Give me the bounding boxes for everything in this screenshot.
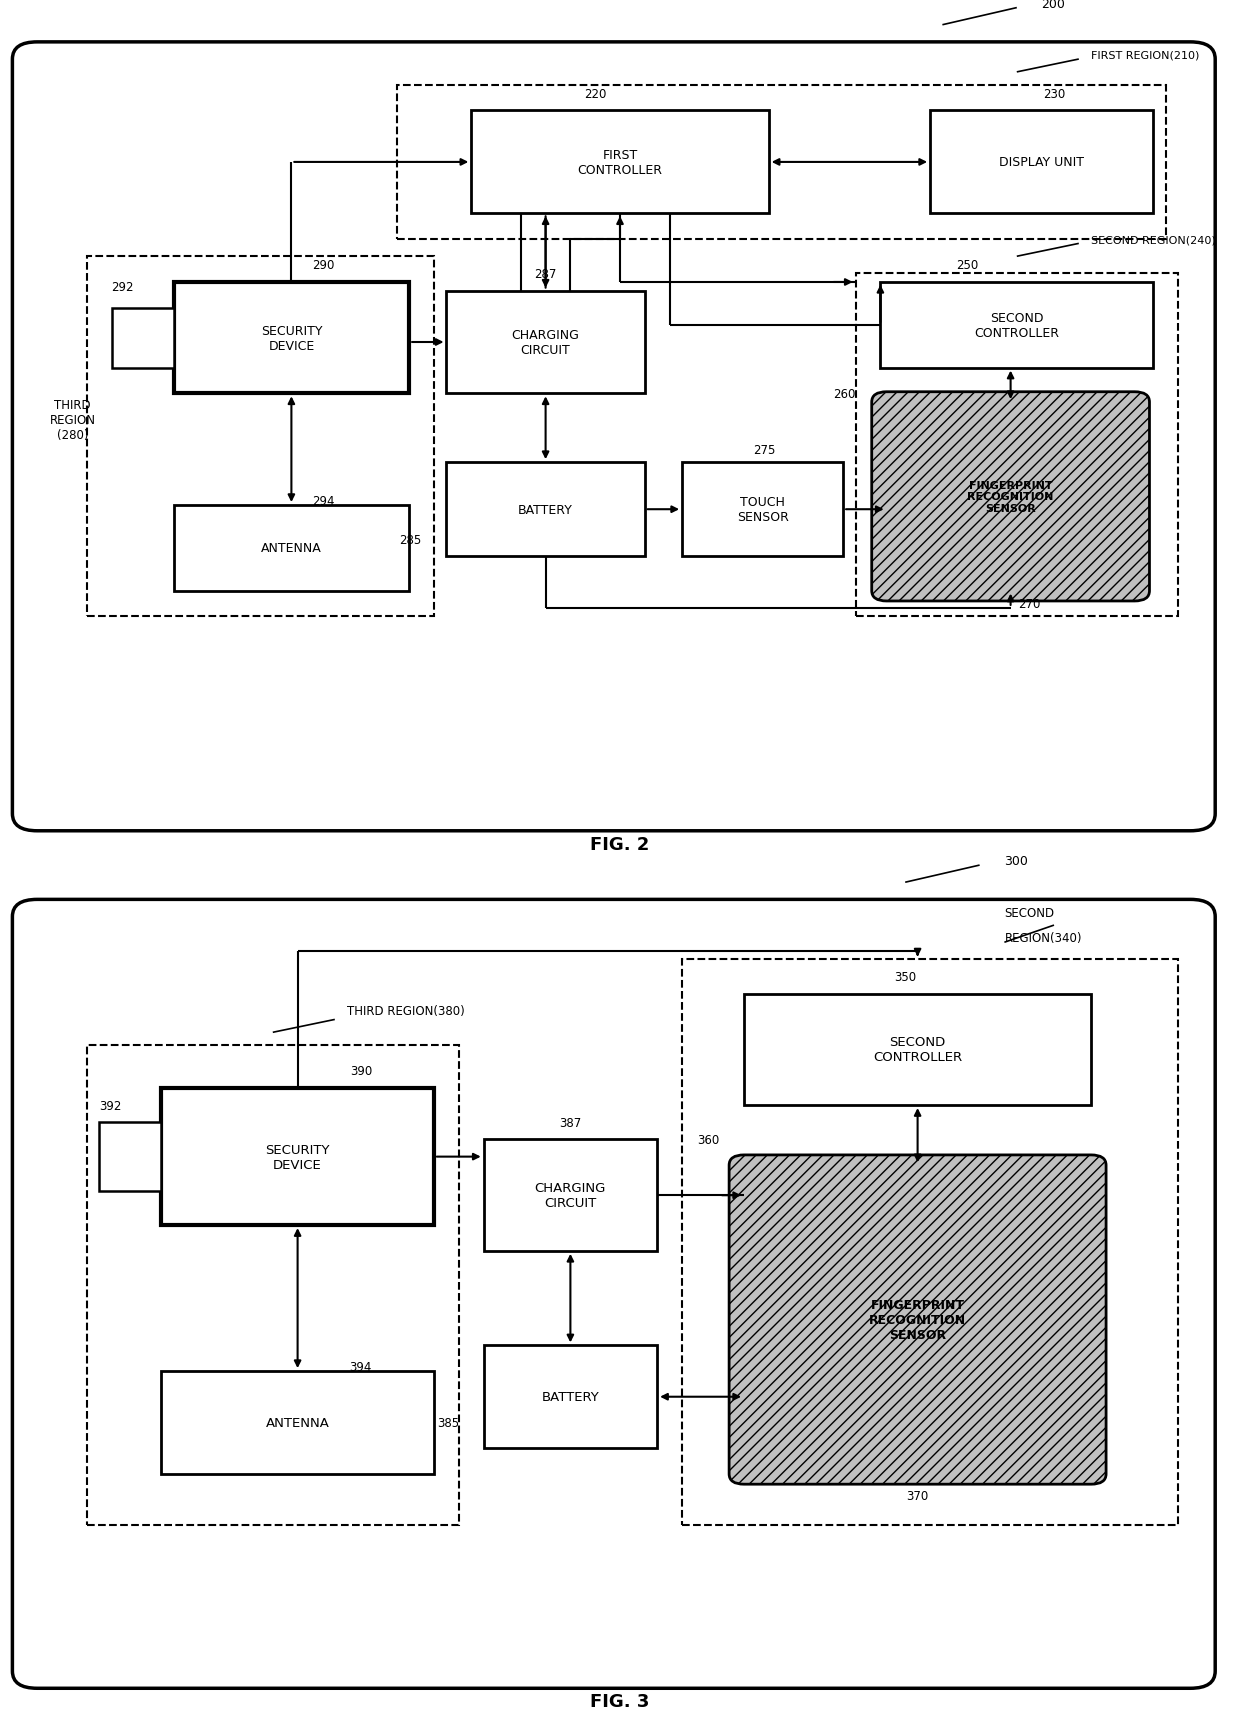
Text: 385: 385: [436, 1416, 459, 1429]
Bar: [856, 274, 1178, 617]
Text: 300: 300: [1004, 855, 1028, 867]
Bar: [99, 1123, 161, 1191]
Text: BATTERY: BATTERY: [542, 1390, 599, 1404]
Text: 360: 360: [697, 1133, 719, 1147]
Text: ANTENNA: ANTENNA: [265, 1416, 330, 1429]
Text: FIG. 3: FIG. 3: [590, 1692, 650, 1711]
Text: SECOND REGION(240): SECOND REGION(240): [1091, 235, 1216, 245]
Text: 260: 260: [833, 387, 856, 401]
FancyBboxPatch shape: [12, 900, 1215, 1688]
Bar: [682, 463, 843, 557]
Text: THIRD REGION(380): THIRD REGION(380): [347, 1004, 465, 1018]
Text: FINGERPRINT
RECOGNITION
SENSOR: FINGERPRINT RECOGNITION SENSOR: [869, 1297, 966, 1342]
FancyBboxPatch shape: [12, 43, 1215, 831]
Bar: [112, 309, 174, 369]
Text: SECOND: SECOND: [1004, 907, 1054, 919]
Text: 392: 392: [99, 1099, 122, 1112]
Text: 275: 275: [753, 444, 775, 456]
Text: FIRST
CONTROLLER: FIRST CONTROLLER: [578, 149, 662, 177]
Text: SECURITY
DEVICE: SECURITY DEVICE: [260, 324, 322, 353]
Text: FIRST REGION(210): FIRST REGION(210): [1091, 51, 1199, 60]
Text: SECURITY
DEVICE: SECURITY DEVICE: [265, 1143, 330, 1171]
Text: 230: 230: [1043, 87, 1065, 101]
Bar: [484, 1140, 657, 1251]
Text: 370: 370: [906, 1489, 929, 1501]
Text: 285: 285: [399, 533, 422, 547]
Text: 394: 394: [350, 1361, 372, 1373]
Text: SECOND
CONTROLLER: SECOND CONTROLLER: [975, 312, 1059, 339]
Text: SECOND
CONTROLLER: SECOND CONTROLLER: [873, 1035, 962, 1064]
Text: BATTERY: BATTERY: [518, 504, 573, 516]
Text: CHARGING
CIRCUIT: CHARGING CIRCUIT: [534, 1181, 606, 1210]
Text: 200: 200: [1042, 0, 1065, 10]
Bar: [682, 960, 1178, 1525]
Bar: [880, 283, 1153, 369]
Text: 287: 287: [534, 267, 557, 281]
Bar: [161, 1371, 434, 1474]
Text: DISPLAY UNIT: DISPLAY UNIT: [999, 156, 1084, 170]
Text: 270: 270: [1018, 598, 1040, 610]
Bar: [930, 111, 1153, 214]
Bar: [484, 1345, 657, 1448]
Bar: [446, 463, 645, 557]
Text: 250: 250: [956, 259, 978, 273]
Text: THIRD
REGION
(280): THIRD REGION (280): [50, 398, 95, 442]
Bar: [87, 1046, 459, 1525]
FancyBboxPatch shape: [872, 393, 1149, 602]
Text: TOUCH
SENSOR: TOUCH SENSOR: [737, 495, 789, 524]
Text: 350: 350: [894, 970, 916, 984]
Bar: [174, 506, 409, 591]
Bar: [471, 111, 769, 214]
Text: 387: 387: [559, 1116, 582, 1130]
Bar: [161, 1088, 434, 1226]
Text: CHARGING
CIRCUIT: CHARGING CIRCUIT: [512, 329, 579, 357]
Text: 290: 290: [312, 259, 335, 273]
FancyBboxPatch shape: [729, 1155, 1106, 1484]
Text: 390: 390: [350, 1064, 372, 1078]
Text: REGION(340): REGION(340): [1004, 932, 1081, 944]
Text: ANTENNA: ANTENNA: [262, 542, 321, 555]
Text: 294: 294: [312, 495, 335, 507]
Bar: [397, 86, 1166, 240]
Text: FIG. 2: FIG. 2: [590, 835, 650, 854]
Bar: [744, 994, 1091, 1106]
Text: 220: 220: [584, 87, 606, 101]
Text: FINGERPRINT
RECOGNITION
SENSOR: FINGERPRINT RECOGNITION SENSOR: [967, 480, 1054, 514]
Bar: [87, 257, 434, 617]
Text: 292: 292: [112, 281, 134, 293]
Bar: [446, 291, 645, 394]
Bar: [174, 283, 409, 394]
